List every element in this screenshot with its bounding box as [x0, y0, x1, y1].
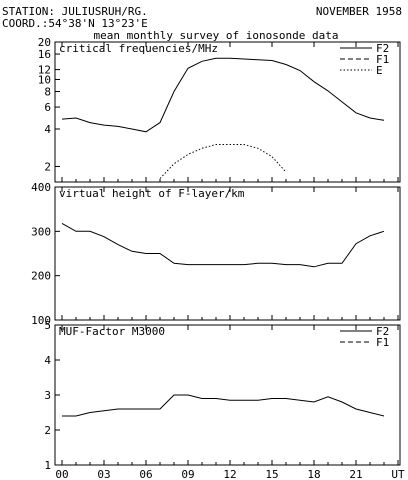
y-tick-label: 2 — [44, 160, 51, 173]
panel-2: virtual height of F-layer/km 100 200 300 400 — [31, 181, 401, 327]
y-tick-label: 10 — [38, 73, 51, 86]
y-tick-label: 8 — [44, 86, 51, 99]
x-tick-label: 09 — [181, 468, 194, 480]
station-label: STATION: JULIUSRUH/RG. — [2, 5, 148, 18]
x-tick-label: 15 — [265, 468, 278, 480]
x-tick-label: 18 — [307, 468, 320, 480]
x-tick-label: 21 — [349, 468, 362, 480]
legend-label: E — [376, 64, 383, 77]
legend-label: F1 — [376, 336, 389, 349]
y-tick-label: 100 — [31, 314, 51, 327]
panel-frame — [54, 41, 401, 183]
y-tick-label: 12 — [38, 64, 51, 77]
panel-frame — [54, 324, 401, 466]
y-tick-label: 5 — [44, 319, 51, 332]
y-tick-label: 2 — [44, 424, 51, 437]
date-label: NOVEMBER 1958 — [316, 5, 402, 18]
series-line-main — [61, 222, 385, 268]
y-tick-label: 3 — [44, 389, 51, 402]
x-tick-label: 03 — [97, 468, 110, 480]
y-tick-label: 6 — [44, 101, 51, 114]
panel-title: critical frequencies/MHz — [59, 42, 218, 55]
y-tick-label: 400 — [31, 181, 51, 194]
survey-subtitle: mean monthly survey of ionosonde data — [93, 29, 338, 42]
coordinates-label: COORD.:54°38'N 13°23'E — [2, 17, 148, 30]
y-tick-label: 1 — [44, 459, 51, 472]
series-line-E — [159, 144, 287, 179]
y-tick-label: 4 — [44, 123, 51, 136]
series-line-F2 — [61, 57, 385, 133]
y-tick-label: 16 — [38, 48, 51, 61]
x-tick-label: UT — [391, 468, 405, 480]
x-tick-label: 00 — [55, 468, 68, 480]
x-tick-label: 12 — [223, 468, 236, 480]
legend-label: F2 — [376, 325, 389, 338]
x-tick-label: 06 — [139, 468, 152, 480]
legend-label: F2 — [376, 42, 389, 55]
y-tick-label: 4 — [44, 354, 51, 367]
panel-title: MUF-Factor M3000 — [59, 325, 165, 338]
panel-frame — [54, 186, 401, 321]
y-tick-label: 20 — [38, 36, 51, 49]
y-tick-label: 300 — [31, 225, 51, 238]
series-line-F2 — [62, 394, 385, 417]
panel-title: virtual height of F-layer/km — [59, 187, 245, 200]
legend-label: F1 — [376, 53, 389, 66]
y-tick-label: 200 — [31, 270, 51, 283]
